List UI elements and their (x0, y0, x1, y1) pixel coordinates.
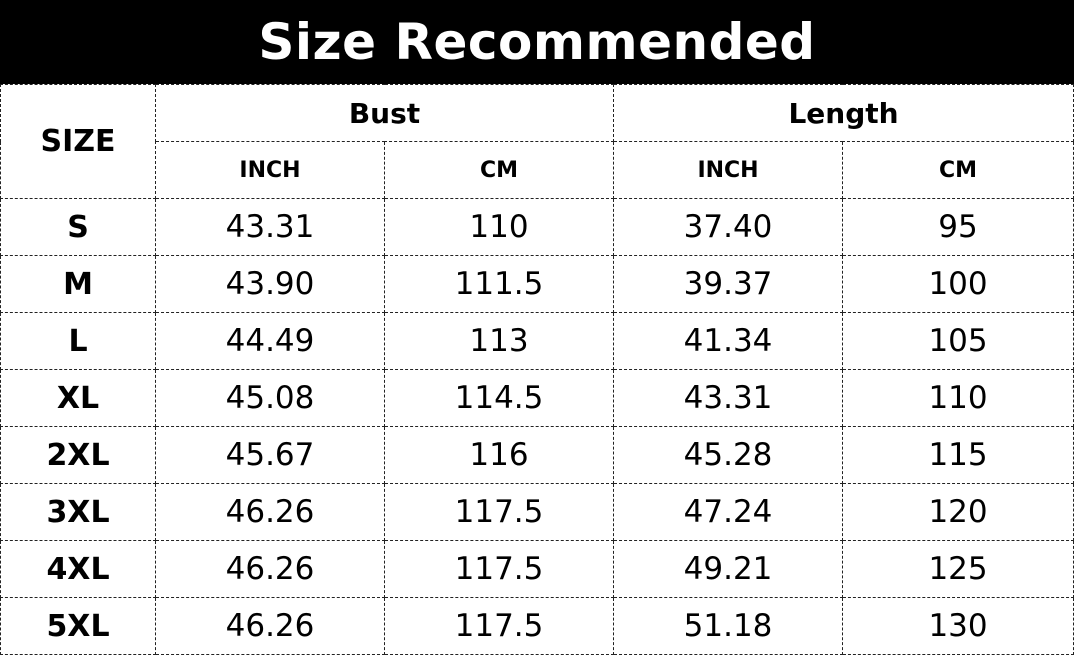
length-cm-cell: 120 (842, 483, 1074, 541)
bust-cm-cell: 117.5 (383, 540, 615, 598)
table-row: 4XL 46.26 117.5 49.21 125 (0, 540, 1074, 598)
length-header: Length (613, 84, 1074, 142)
length-inch-cell: 47.24 (613, 483, 844, 541)
bust-inch-cell: 45.08 (155, 369, 385, 427)
size-cell: L (0, 312, 156, 370)
length-cm-cell: 100 (842, 255, 1074, 313)
bust-cm-header: CM (383, 141, 615, 199)
length-cm-cell: 105 (842, 312, 1074, 370)
length-cm-cell: 95 (842, 198, 1074, 256)
size-cell: 3XL (0, 483, 156, 541)
table-row: S 43.31 110 37.40 95 (0, 198, 1074, 256)
length-inch-cell: 45.28 (613, 426, 844, 484)
length-cm-cell: 125 (842, 540, 1074, 598)
table-row: 5XL 46.26 117.5 51.18 130 (0, 597, 1074, 655)
length-cm-cell: 130 (842, 597, 1074, 655)
size-cell: S (0, 198, 156, 256)
size-table: SIZE Bust Length INCH CM INCH CM S 43.31 1… (0, 84, 1074, 655)
length-inch-cell: 51.18 (613, 597, 844, 655)
table-row: M 43.90 111.5 39.37 100 (0, 255, 1074, 313)
length-inch-cell: 41.34 (613, 312, 844, 370)
bust-cm-cell: 116 (383, 426, 615, 484)
length-inch-cell: 43.31 (613, 369, 844, 427)
bust-header: Bust (154, 84, 615, 142)
bust-inch-cell: 43.31 (155, 198, 385, 256)
bust-inch-cell: 46.26 (155, 597, 385, 655)
size-cell: M (0, 255, 156, 313)
length-cm-cell: 115 (842, 426, 1074, 484)
length-inch-cell: 49.21 (613, 540, 844, 598)
bust-cm-cell: 117.5 (383, 483, 615, 541)
bust-inch-cell: 44.49 (155, 312, 385, 370)
bust-inch-cell: 46.26 (155, 483, 385, 541)
bust-inch-cell: 43.90 (155, 255, 385, 313)
bust-inch-header: INCH (155, 141, 385, 199)
size-header: SIZE (0, 84, 156, 199)
bust-inch-cell: 45.67 (155, 426, 385, 484)
bust-cm-cell: 113 (383, 312, 615, 370)
page-title: Size Recommended (0, 0, 1074, 84)
length-cm-cell: 110 (842, 369, 1074, 427)
size-cell: 2XL (0, 426, 156, 484)
size-cell: XL (0, 369, 156, 427)
size-cell: 5XL (0, 597, 156, 655)
length-inch-cell: 37.40 (613, 198, 844, 256)
bust-cm-cell: 111.5 (383, 255, 615, 313)
table-row: 3XL 46.26 117.5 47.24 120 (0, 483, 1074, 541)
table-row: 2XL 45.67 116 45.28 115 (0, 426, 1074, 484)
bust-cm-cell: 114.5 (383, 369, 615, 427)
bust-cm-cell: 110 (383, 198, 615, 256)
length-inch-cell: 39.37 (613, 255, 844, 313)
table-row: L 44.49 113 41.34 105 (0, 312, 1074, 370)
size-cell: 4XL (0, 540, 156, 598)
bust-cm-cell: 117.5 (383, 597, 615, 655)
table-row: XL 45.08 114.5 43.31 110 (0, 369, 1074, 427)
bust-inch-cell: 46.26 (155, 540, 385, 598)
length-inch-header: INCH (613, 141, 844, 199)
length-cm-header: CM (842, 141, 1074, 199)
